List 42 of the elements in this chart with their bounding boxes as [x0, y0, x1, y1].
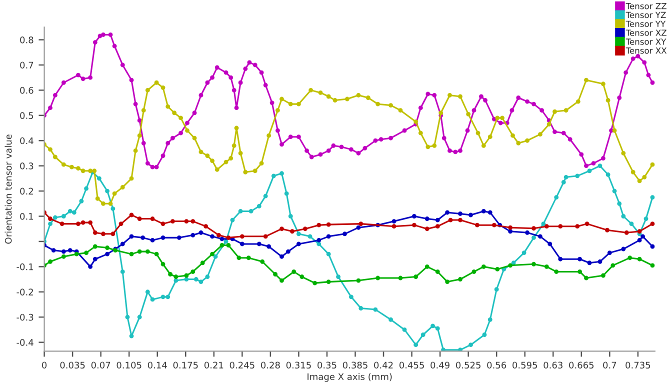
y-tick-label: -0.3	[16, 314, 34, 321]
legend-label: Tensor ZZ	[626, 3, 666, 10]
x-tick-label: 0.105	[116, 362, 142, 369]
y-axis-title: Orientation tensor value	[4, 134, 12, 244]
x-tick-label: 0.28	[260, 362, 280, 369]
y-tick-label: 0.5	[20, 112, 34, 119]
x-tick-label: 0.525	[456, 362, 480, 369]
legend-label: Tensor YZ	[626, 12, 666, 18]
legend-label: Tensor YY	[626, 20, 666, 28]
x-tick-label: 0.21	[204, 362, 224, 369]
x-axis-title: Image X axis (mm)	[308, 373, 392, 382]
x-tick-label: 0.595	[512, 362, 537, 369]
x-tick-label: 0.175	[173, 362, 198, 369]
y-tick-label: -0.1	[16, 263, 34, 270]
x-tick-label: 0.07	[91, 362, 110, 369]
y-tick-label: 0.3	[20, 162, 34, 170]
x-tick-label: 0.665	[569, 362, 594, 369]
y-tick-label: 0.1	[20, 212, 34, 220]
x-tick-label: 0.455	[399, 362, 424, 369]
y-tick-label: 0.6	[20, 86, 34, 94]
y-tick-label: 0.2	[20, 188, 33, 195]
x-tick-label: 0.035	[60, 362, 85, 369]
y-tick-label: -0.2	[16, 288, 33, 296]
x-tick-label: 0.315	[286, 362, 311, 369]
y-tick-label: 0.7	[20, 62, 34, 69]
y-tick-label: 0.4	[20, 137, 34, 144]
legend-label: Tensor XY	[626, 38, 666, 45]
y-tick-label: -0.4	[16, 339, 34, 346]
x-tick-label: 0.49	[430, 362, 450, 369]
x-tick-label: 0.63	[544, 362, 562, 369]
y-tick-label: 0.8	[20, 36, 34, 44]
x-tick-label: 0	[42, 362, 47, 369]
legend-label: Tensor XZ	[626, 30, 666, 36]
x-tick-label: 0.7	[603, 362, 616, 369]
x-tick-label: 0.385	[342, 362, 368, 369]
x-tick-label: 0.56	[487, 362, 506, 369]
x-tick-label: 0.735	[626, 362, 650, 369]
x-tick-label: 0.42	[374, 362, 393, 369]
legend-label: Tensor XX	[626, 48, 667, 54]
x-tick-label: 0.245	[230, 362, 254, 369]
x-tick-label: 0.14	[148, 362, 167, 369]
x-tick-label: 0.35	[318, 362, 336, 369]
